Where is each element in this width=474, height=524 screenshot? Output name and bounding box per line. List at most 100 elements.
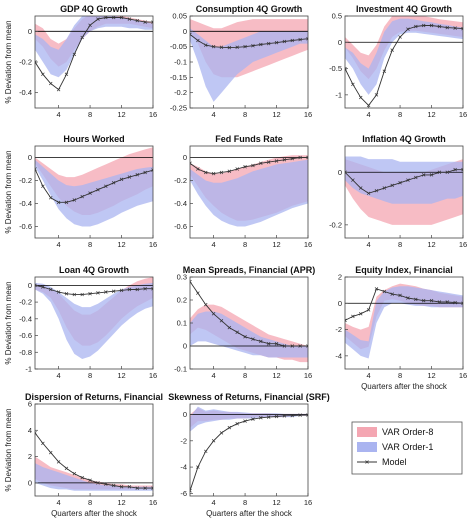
model-point <box>56 290 61 294</box>
model-point <box>48 81 53 86</box>
x-tick-label: 12 <box>272 110 280 119</box>
panel-title: Loan 4Q Growth <box>59 265 129 275</box>
model-point <box>345 318 347 323</box>
axes-frame <box>34 276 154 370</box>
model-point <box>374 287 379 291</box>
y-tick-label: -0.5 <box>329 64 342 73</box>
x-tick-label: 4 <box>367 240 371 249</box>
x-tick-label: 16 <box>149 240 157 249</box>
model-point <box>437 170 442 175</box>
model-point <box>274 40 279 45</box>
model-point <box>190 32 192 37</box>
model-point <box>251 417 255 421</box>
y-tick-label: -0.2 <box>19 298 32 307</box>
panel-8: 4 8 12 16 0.3 0.2 0.1 0 -0.1 Mean Spreads, Financ… <box>174 265 315 380</box>
model-point <box>382 186 387 190</box>
model-point <box>227 45 232 50</box>
legend-model-marker <box>365 460 369 464</box>
model-line <box>190 34 308 49</box>
panel-title: Dispersion of Returns, Financial <box>25 392 163 402</box>
model-point <box>88 291 92 296</box>
model-point <box>151 286 153 291</box>
plot-area <box>345 16 463 108</box>
model-point <box>445 300 450 304</box>
y-tick-label: 0 <box>183 410 187 419</box>
model-point <box>190 161 192 165</box>
model-point <box>282 158 287 162</box>
x-tick-label: 8 <box>243 371 247 380</box>
model-point <box>104 290 108 294</box>
x-tick-label: 4 <box>212 110 216 119</box>
model-point <box>211 171 216 176</box>
model-point <box>421 298 426 303</box>
model-point <box>41 72 45 77</box>
x-axis-label: Quarters after the shock <box>206 509 293 518</box>
panel-title: Equity Index, Financial <box>355 265 453 275</box>
model-point <box>111 483 116 488</box>
model-point <box>298 413 302 417</box>
model-point <box>259 42 263 47</box>
model-point <box>151 486 153 490</box>
y-tick-label: 2 <box>338 273 342 282</box>
y-tick-label: -0.4 <box>19 88 32 97</box>
x-tick-label: 4 <box>212 371 216 380</box>
model-point <box>135 287 140 292</box>
model-point <box>151 168 153 172</box>
model-point <box>35 283 37 288</box>
model-point <box>96 17 100 21</box>
axes-frame <box>189 403 309 497</box>
model-point <box>88 23 92 27</box>
model-point <box>414 297 418 302</box>
model-point <box>298 155 302 160</box>
model-point <box>227 169 232 174</box>
model-point <box>143 170 147 175</box>
model-point <box>251 337 255 341</box>
model-point <box>35 60 37 64</box>
y-axis-label: % Deviation from mean <box>4 20 13 103</box>
model-point <box>235 330 239 334</box>
var-order-1-band <box>345 18 463 95</box>
x-tick-label: 12 <box>272 371 280 380</box>
panel-7: 4 8 12 16 0 -0.2 -0.4 -0.6 -0.8 -1 Loan 4Q Growth%… <box>4 265 157 380</box>
model-point <box>366 191 371 196</box>
legend: VAR Order-8 VAR Order-1 Model <box>351 421 463 475</box>
axes-frame <box>344 276 464 370</box>
y-tick-label: -0.1 <box>174 58 187 67</box>
y-tick-label: -0.6 <box>19 331 32 340</box>
model-point <box>414 175 418 180</box>
x-tick-label: 12 <box>117 498 125 507</box>
model-point <box>290 38 295 43</box>
plot-area <box>190 155 308 227</box>
model-point <box>111 289 116 293</box>
model-point <box>135 18 140 23</box>
model-point <box>274 414 279 419</box>
model-point <box>119 16 124 20</box>
y-tick-label: 0 <box>183 27 187 36</box>
x-tick-label: 16 <box>304 240 312 249</box>
x-tick-label: 8 <box>88 498 92 507</box>
x-tick-label: 16 <box>304 110 312 119</box>
y-tick-label: -1 <box>25 365 32 374</box>
x-tick-label: 4 <box>367 110 371 119</box>
model-point <box>445 25 450 30</box>
x-tick-label: 8 <box>243 110 247 119</box>
y-axis-label: % Deviation from mean <box>4 408 13 491</box>
model-point <box>282 39 287 44</box>
model-point <box>227 425 232 430</box>
panel-3: 4 8 12 16 0.5 0 -0.5 -1 Investment 4Q Growth <box>329 4 467 119</box>
model-point <box>196 465 200 469</box>
model-point <box>266 341 271 346</box>
model-point <box>56 460 61 464</box>
y-tick-label: -0.2 <box>174 88 187 97</box>
model-line <box>35 17 153 91</box>
x-tick-label: 4 <box>57 110 61 119</box>
x-tick-label: 4 <box>367 371 371 380</box>
model-point <box>266 160 271 164</box>
y-tick-label: 0 <box>338 299 342 308</box>
model-point <box>119 485 124 489</box>
axes-frame <box>344 15 464 109</box>
model-point <box>298 344 302 348</box>
y-tick-label: 0.2 <box>177 296 187 305</box>
y-tick-label: -2 <box>335 325 342 334</box>
